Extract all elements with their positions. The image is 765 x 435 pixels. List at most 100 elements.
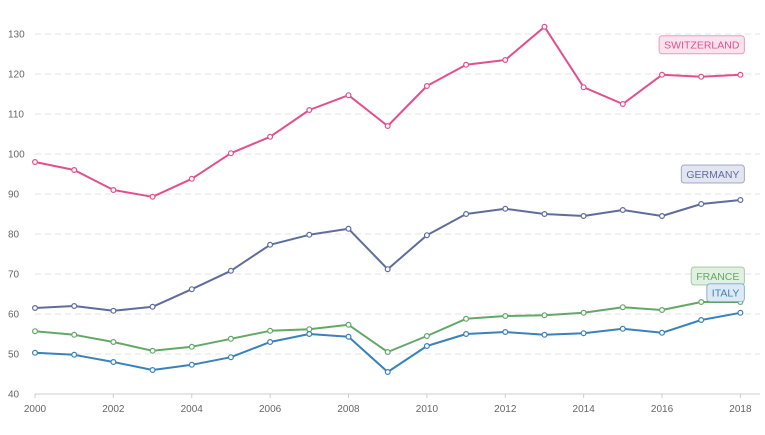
- series-lines: [31, 23, 744, 376]
- series-label-box-switzerland: [658, 35, 745, 55]
- data-point-germany: [737, 197, 744, 204]
- data-point-switzerland: [227, 150, 234, 157]
- data-point-switzerland: [188, 175, 195, 182]
- data-point-italy: [384, 369, 391, 376]
- series-labels: SWITZERLAND GERMANY FRANCE ITALY: [658, 35, 745, 303]
- y-tick-label: 90: [8, 190, 20, 201]
- x-tick-label: 2010: [416, 404, 439, 415]
- x-tick-label: 2018: [729, 404, 752, 415]
- y-tick-label: 40: [8, 390, 20, 401]
- data-point-switzerland: [306, 106, 313, 113]
- data-point-italy: [423, 343, 430, 350]
- series-label-switzerland: SWITZERLAND: [658, 35, 745, 55]
- data-point-germany: [698, 201, 705, 208]
- data-point-switzerland: [384, 122, 391, 129]
- data-point-germany: [71, 303, 78, 310]
- data-point-germany: [463, 211, 470, 218]
- data-point-germany: [227, 267, 234, 274]
- data-point-france: [502, 313, 509, 320]
- data-point-germany: [580, 213, 587, 220]
- data-point-italy: [541, 331, 548, 338]
- y-tick-label: 50: [8, 350, 20, 361]
- data-point-italy: [737, 309, 744, 316]
- data-point-france: [423, 333, 430, 340]
- data-point-switzerland: [345, 92, 352, 99]
- data-point-italy: [306, 331, 313, 338]
- data-point-italy: [502, 329, 509, 336]
- data-point-france: [580, 309, 587, 316]
- data-point-germany: [188, 286, 195, 293]
- x-tick-label: 2008: [337, 404, 360, 415]
- x-tick-label: 2014: [573, 404, 596, 415]
- data-point-italy: [580, 330, 587, 337]
- data-point-germany: [31, 305, 38, 312]
- data-point-france: [149, 347, 156, 354]
- data-point-france: [698, 299, 705, 306]
- data-point-germany: [423, 232, 430, 239]
- data-point-italy: [345, 333, 352, 340]
- series-label-germany: GERMANY: [680, 164, 745, 184]
- data-point-germany: [306, 231, 313, 238]
- data-point-france: [384, 349, 391, 356]
- data-point-france: [463, 315, 470, 322]
- data-point-germany: [619, 207, 626, 214]
- data-point-switzerland: [619, 100, 626, 107]
- data-point-switzerland: [658, 71, 665, 78]
- data-point-italy: [71, 351, 78, 358]
- data-point-germany: [384, 266, 391, 273]
- data-point-switzerland: [541, 23, 548, 30]
- y-tick-label: 110: [8, 110, 24, 121]
- data-point-france: [306, 326, 313, 333]
- data-point-france: [267, 327, 274, 334]
- data-point-italy: [149, 367, 156, 374]
- data-point-france: [227, 335, 234, 342]
- y-tick-label: 100: [8, 150, 25, 161]
- x-tick-label: 2004: [181, 404, 204, 415]
- series-line-switzerland: [34, 25, 742, 198]
- series-line-italy: [34, 311, 742, 373]
- data-point-france: [345, 321, 352, 328]
- y-tick-label: 70: [8, 270, 20, 281]
- data-point-france: [658, 307, 665, 314]
- data-point-france: [110, 339, 117, 346]
- y-tick-label: 120: [8, 70, 25, 81]
- x-tick-label: 2012: [494, 404, 517, 415]
- data-point-italy: [267, 339, 274, 346]
- data-point-switzerland: [110, 187, 117, 194]
- gridlines: [35, 33, 760, 395]
- data-point-germany: [267, 241, 274, 248]
- data-point-italy: [188, 361, 195, 368]
- data-point-switzerland: [423, 82, 430, 89]
- data-point-switzerland: [149, 193, 156, 200]
- data-point-switzerland: [502, 56, 509, 63]
- series-label-text-italy: ITALY: [712, 288, 740, 300]
- data-point-italy: [31, 349, 38, 356]
- series-line-france: [34, 301, 742, 353]
- data-point-italy: [110, 359, 117, 366]
- data-point-germany: [502, 205, 509, 212]
- data-point-switzerland: [267, 133, 274, 140]
- y-tick-label: 60: [8, 310, 20, 321]
- data-point-italy: [698, 317, 705, 324]
- x-tick-label: 2006: [259, 404, 282, 415]
- x-tick-label: 2000: [24, 404, 47, 415]
- data-point-italy: [463, 331, 470, 338]
- data-point-germany: [345, 225, 352, 232]
- series-label-text-france: FRANCE: [696, 271, 739, 283]
- data-point-switzerland: [31, 159, 38, 166]
- data-point-switzerland: [463, 61, 470, 68]
- series-label-text-germany: GERMANY: [686, 169, 739, 181]
- data-point-germany: [541, 211, 548, 218]
- data-point-switzerland: [580, 84, 587, 91]
- data-point-france: [71, 331, 78, 338]
- series-label-box-italy: [706, 283, 745, 303]
- series-line-germany: [34, 199, 742, 312]
- data-point-france: [188, 343, 195, 350]
- data-point-italy: [619, 325, 626, 332]
- series-label-france: FRANCE: [690, 266, 745, 286]
- x-tick-label: 2002: [102, 404, 125, 415]
- data-point-switzerland: [737, 71, 744, 78]
- series-label-text-switzerland: SWITZERLAND: [664, 40, 740, 52]
